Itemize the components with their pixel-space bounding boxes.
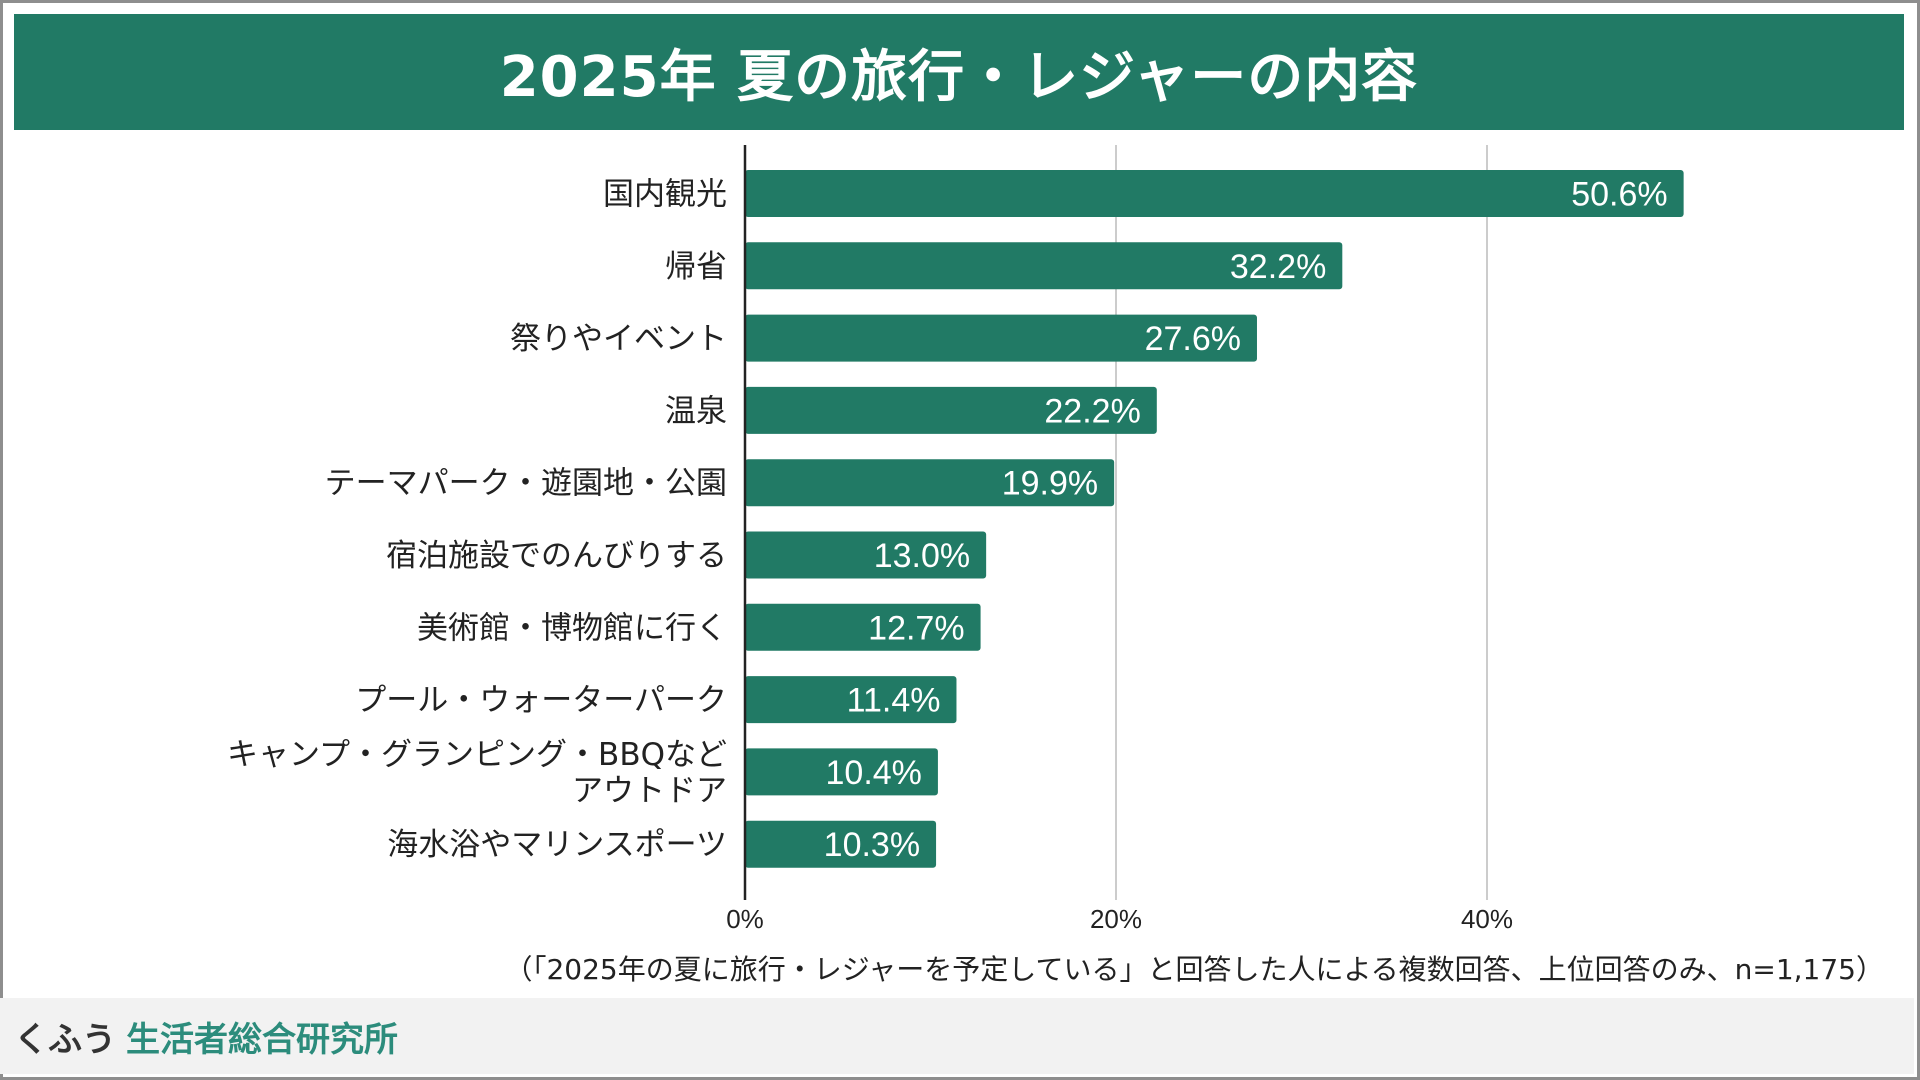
- value-label: 10.3%: [824, 826, 920, 864]
- footnote: （「2025年の夏に旅行・レジャーを予定している」と回答した人による複数回答、上…: [504, 953, 1884, 986]
- value-label: 12.7%: [868, 609, 964, 647]
- bar: [745, 242, 1343, 290]
- category-label: 祭りやイベント: [510, 321, 727, 357]
- x-tick-label: 20%: [1090, 904, 1142, 934]
- value-label: 13.0%: [874, 537, 970, 575]
- category-label: プール・ウォーターパーク: [355, 683, 727, 719]
- category-label: 海水浴やマリンスポーツ: [387, 827, 727, 863]
- category-label: 国内観光: [603, 177, 727, 213]
- value-label: 10.4%: [826, 754, 922, 792]
- bar: [745, 748, 938, 796]
- value-label: 27.6%: [1145, 320, 1241, 358]
- value-label: 22.2%: [1044, 392, 1140, 430]
- bar: [745, 314, 1257, 362]
- bar: [745, 531, 987, 579]
- category-label: キャンプ・グランピング・BBQなど: [227, 737, 727, 773]
- category-label: アウトドア: [572, 773, 727, 809]
- footer: くふう 生活者総合研究所: [0, 998, 1914, 1074]
- category-label: 美術館・博物館に行く: [417, 610, 727, 646]
- bar: [745, 676, 957, 724]
- value-label: 50.6%: [1571, 176, 1667, 214]
- category-label: 温泉: [665, 393, 727, 429]
- category-label: 宿泊施設でのんびりする: [386, 538, 727, 574]
- category-label: 帰省: [665, 249, 727, 285]
- x-tick-label: 40%: [1461, 904, 1513, 934]
- bar: [745, 459, 1115, 507]
- brand-prefix: くふう: [14, 1019, 116, 1060]
- bar-chart: 0% 20% 40% 50.6% 国内観光 32.2% 帰省 27.6% 祭りやイベント 22.2…: [227, 145, 1684, 934]
- brand-name: 生活者総合研究所: [126, 1019, 398, 1060]
- category-label: テーマパーク・遊園地・公園: [325, 466, 727, 502]
- title-bar: 2025年 夏の旅行・レジャーの内容: [14, 14, 1904, 130]
- chart-title: 2025年 夏の旅行・レジャーの内容: [499, 44, 1419, 110]
- value-label: 32.2%: [1230, 248, 1326, 286]
- bar: [745, 603, 981, 651]
- bar: [745, 820, 937, 868]
- value-label: 11.4%: [847, 682, 941, 720]
- bar: [745, 386, 1157, 434]
- value-label: 19.9%: [1002, 465, 1098, 503]
- bar: [745, 170, 1684, 217]
- x-tick-label: 0%: [726, 904, 764, 934]
